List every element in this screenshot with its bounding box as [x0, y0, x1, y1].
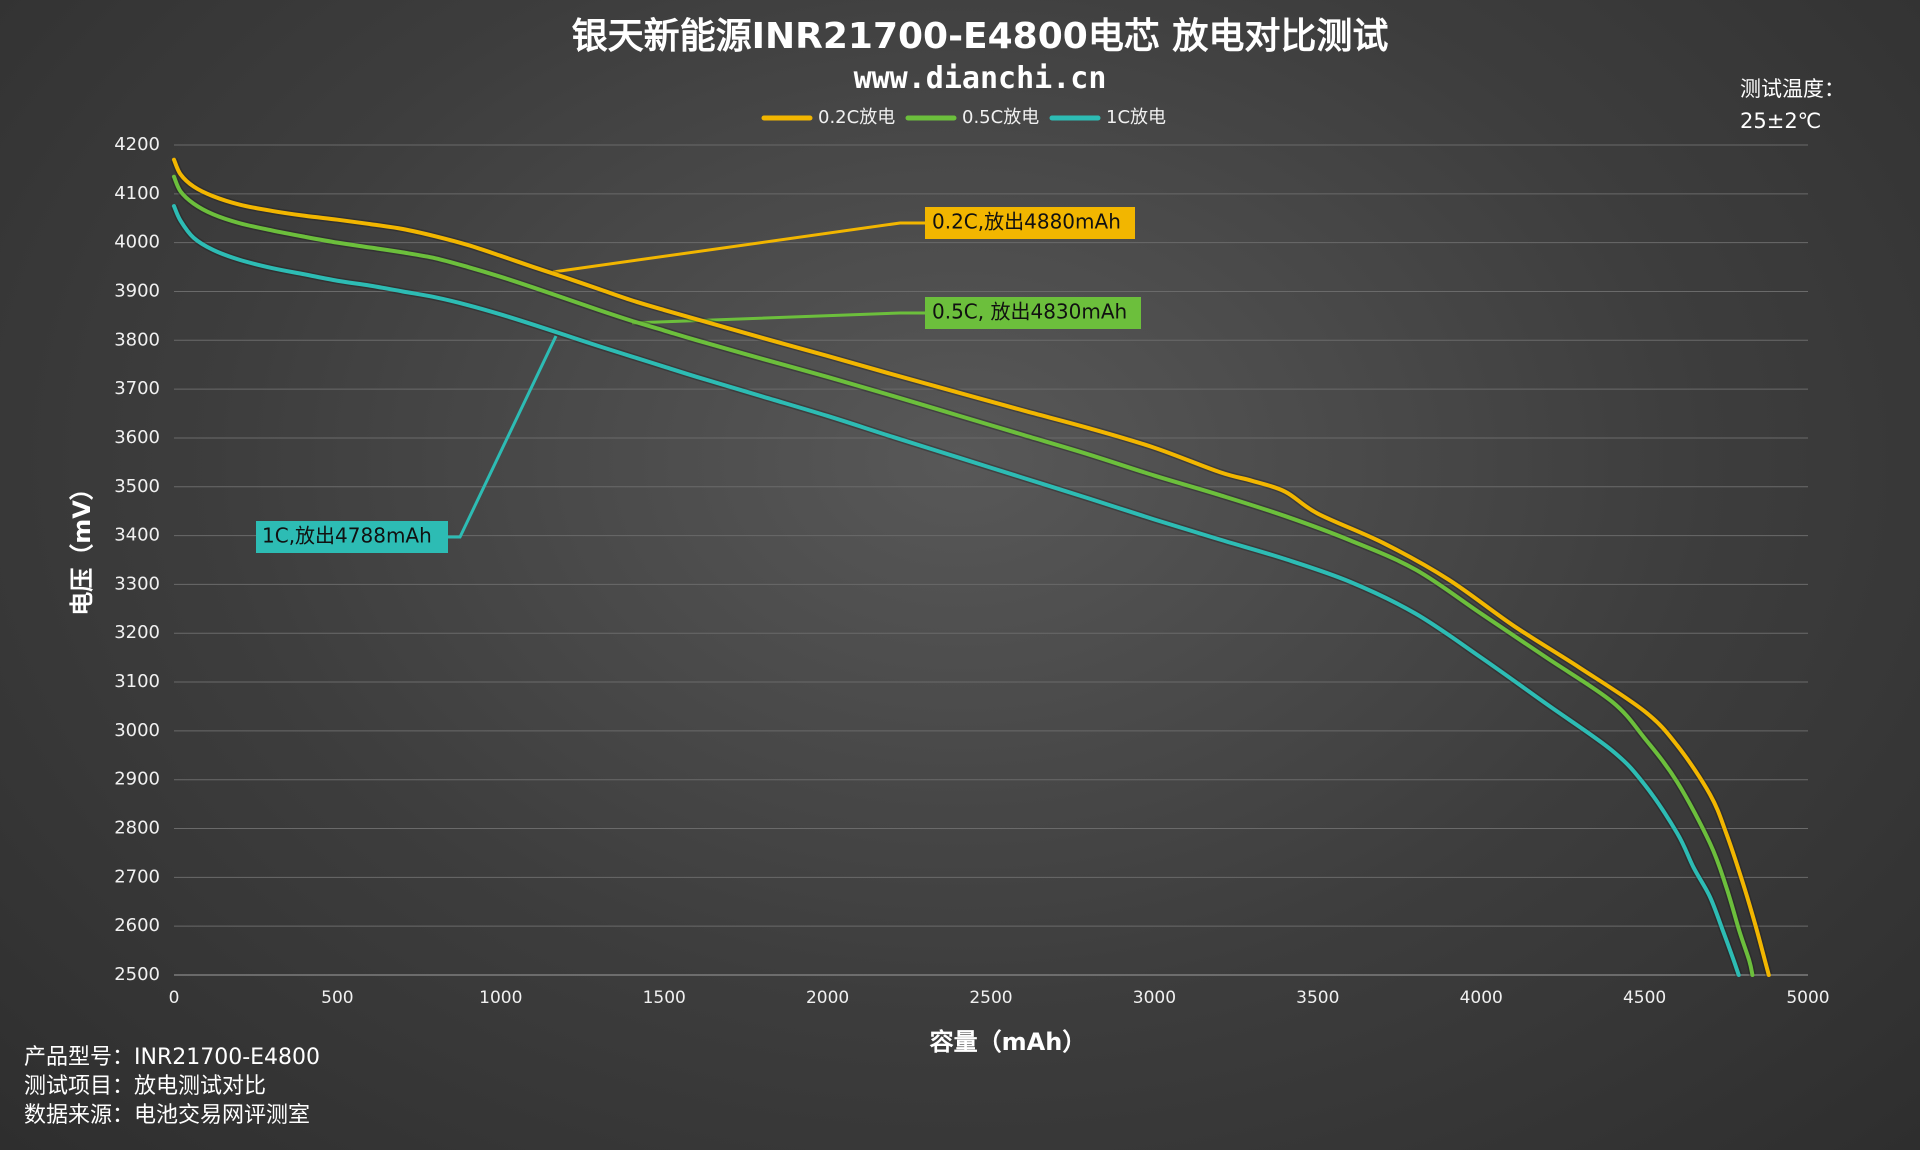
y-tick-label: 2800	[114, 818, 160, 839]
annotation-box-2	[256, 521, 448, 553]
test-temperature-value: 25±2℃	[1740, 109, 1821, 133]
annotations: 0.2C,放出4880mAh 0.5C, 放出4830mAh 1C,放出4788…	[256, 207, 1141, 553]
y-tick-label: 3500	[114, 476, 160, 497]
series-line-1	[172, 174, 1755, 977]
footer-model: 产品型号：INR21700-E4800	[24, 1045, 320, 1070]
y-tick-label: 3400	[114, 525, 160, 546]
footer-test-item: 测试项目：放电测试对比	[24, 1074, 266, 1099]
y-tick-label: 3000	[114, 720, 160, 741]
legend-label-0: 0.2C放电	[818, 107, 895, 128]
x-tick-label: 500	[321, 988, 353, 1008]
x-tick-labels: 0 500 1000 1500 2000 2500 3000 3500 4000 4500 5000	[169, 988, 1830, 1008]
annotation-box-1	[925, 297, 1141, 329]
y-tick-label: 3100	[114, 671, 160, 692]
y-axis-title: 电压（mV）	[68, 476, 96, 616]
y-tick-label: 2500	[114, 964, 160, 985]
annotation-box-0	[925, 207, 1135, 239]
annotation-label-2: 1C,放出4788mAh	[262, 524, 432, 548]
series-line-0	[172, 157, 1771, 977]
y-tick-label: 3700	[114, 378, 160, 399]
y-tick-label: 2900	[114, 769, 160, 790]
annotation-leader-0	[552, 221, 925, 274]
y-tick-label: 2700	[114, 866, 160, 887]
x-tick-label: 2500	[969, 988, 1012, 1008]
x-axis-title: 容量（mAh）	[930, 1028, 1087, 1056]
y-tick-label: 4000	[114, 232, 160, 253]
grid	[174, 144, 1808, 927]
annotation-label-1: 0.5C, 放出4830mAh	[932, 300, 1127, 324]
legend-label-1: 0.5C放电	[962, 107, 1039, 128]
series-shadow-0	[170, 158, 1773, 976]
series-line-2	[172, 204, 1741, 977]
y-tick-label: 4100	[114, 183, 160, 204]
x-tick-label: 5000	[1786, 988, 1829, 1008]
footer-data-source: 数据来源：电池交易网评测室	[24, 1103, 310, 1128]
x-tick-label: 3000	[1133, 988, 1176, 1008]
series-lines	[170, 157, 1773, 977]
y-tick-label: 3900	[114, 280, 160, 301]
y-tick-label: 4200	[114, 134, 160, 155]
legend-label-2: 1C放电	[1106, 107, 1166, 128]
y-tick-label: 2600	[114, 915, 160, 936]
test-temperature-label: 测试温度：	[1740, 77, 1845, 101]
x-tick-label: 2000	[806, 988, 849, 1008]
annotation-leader-2	[448, 335, 558, 539]
chart-title: 银天新能源INR21700-E4800电芯 放电对比测试	[572, 16, 1389, 57]
y-tick-label: 3600	[114, 427, 160, 448]
y-tick-labels: 4200 4100 4000 3900 3800 3700 3600 3500 3400 3300…	[114, 134, 160, 985]
y-tick-label: 3300	[114, 573, 160, 594]
series-shadow-1	[170, 175, 1756, 976]
x-tick-label: 1000	[479, 988, 522, 1008]
chart-subtitle: www.dianchi.cn	[854, 61, 1107, 96]
y-tick-label: 3200	[114, 622, 160, 643]
x-tick-label: 1500	[643, 988, 686, 1008]
legend: 0.2C放电 0.5C放电 1C放电	[761, 107, 1166, 128]
annotation-leaders	[448, 221, 925, 539]
annotation-label-0: 0.2C,放出4880mAh	[932, 210, 1121, 234]
y-tick-label: 3800	[114, 329, 160, 350]
x-tick-label: 0	[169, 988, 180, 1008]
x-tick-label: 4000	[1460, 988, 1503, 1008]
x-tick-label: 4500	[1623, 988, 1666, 1008]
x-tick-label: 3500	[1296, 988, 1339, 1008]
annotation-leader-1	[631, 311, 925, 325]
